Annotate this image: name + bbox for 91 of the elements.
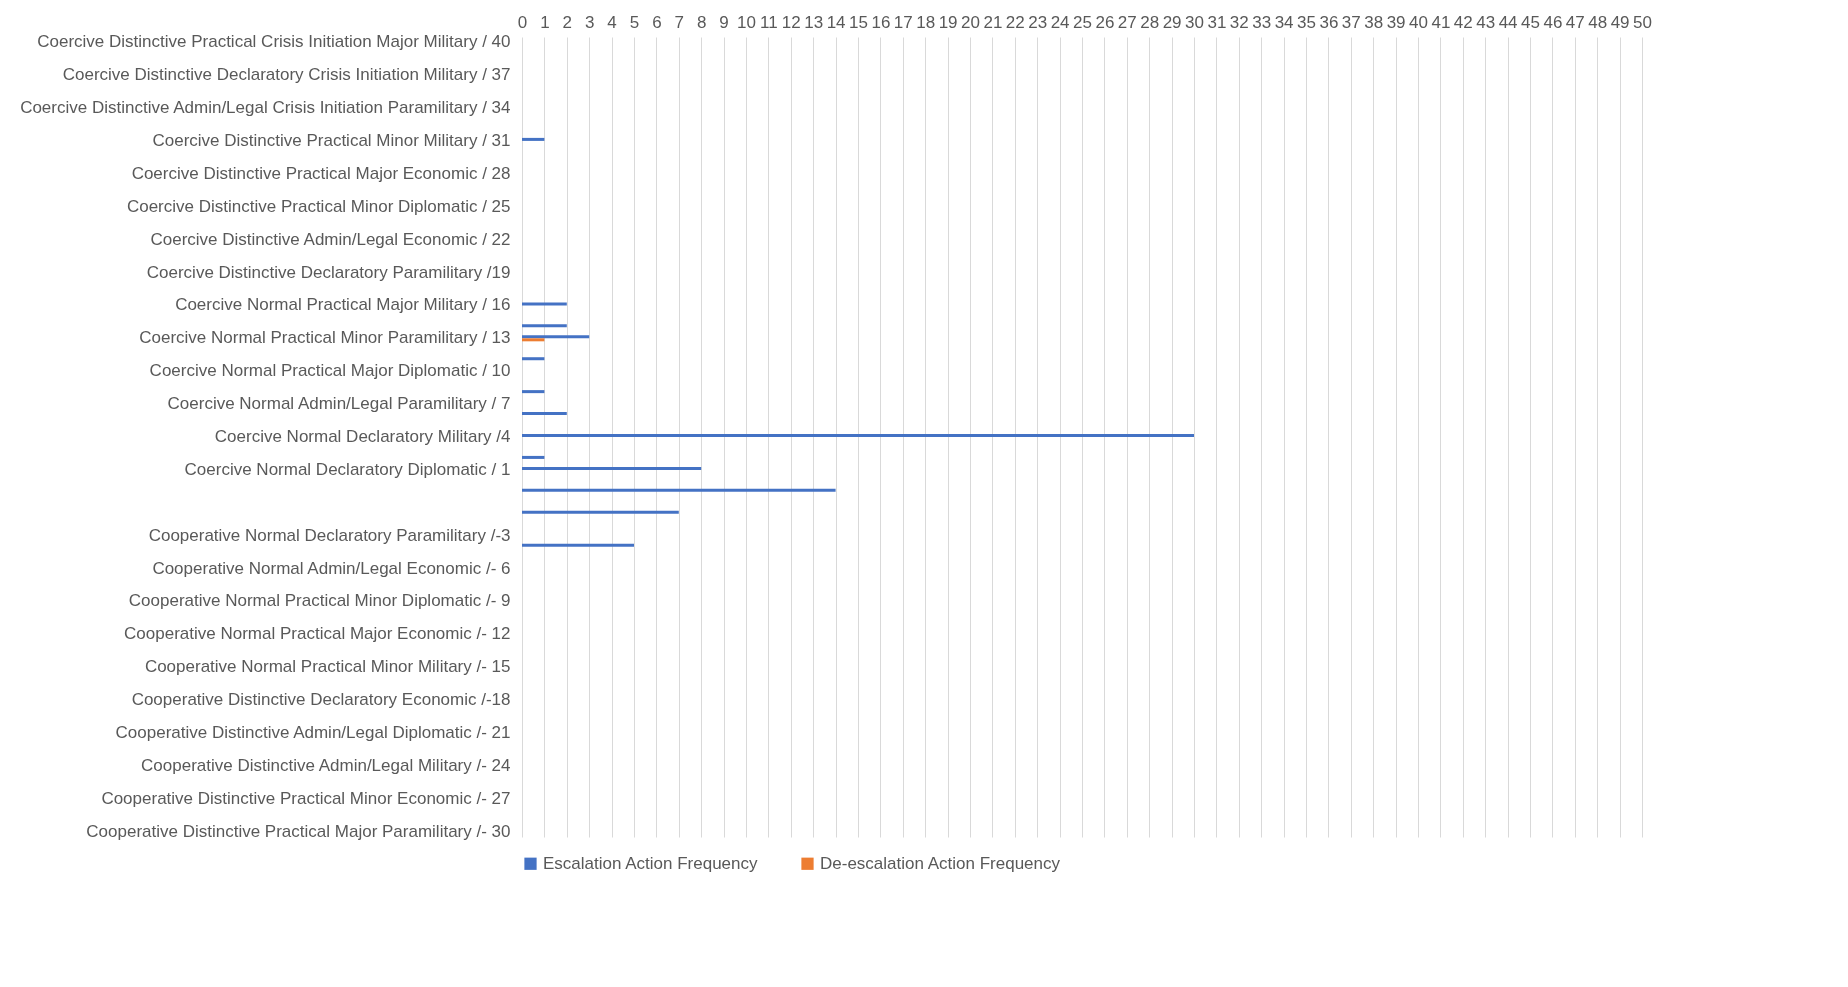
bar: [522, 455, 545, 459]
x-tick-label: 38: [1364, 12, 1384, 32]
bar: [522, 335, 590, 339]
y-tick-label: Cooperative Normal Practical Minor Military /- 15: [144, 657, 511, 677]
x-tick-label: 21: [983, 12, 1003, 32]
x-tick-label: 26: [1095, 12, 1115, 32]
x-tick-label: 2: [562, 12, 573, 32]
y-tick-label: Cooperative Distinctive Admin/Legal Diplomatic /- 21: [115, 723, 511, 743]
bar: [522, 433, 1194, 437]
x-tick-label: 5: [629, 12, 640, 32]
x-tick-label: 36: [1319, 12, 1339, 32]
x-tick-label: 46: [1543, 12, 1563, 32]
y-tick-label: Coercive Distinctive Practical Crisis Initiation Major Military / 40: [37, 32, 511, 52]
x-tick-label: 6: [652, 12, 662, 32]
y-tick-label: Coercive Distinctive Practical Minor Diplomatic / 25: [126, 196, 511, 216]
x-tick-label: 35: [1297, 12, 1316, 32]
y-tick-label: Cooperative Normal Practical Minor Diplomatic /- 9: [128, 591, 511, 611]
y-tick-label: Cooperative Normal Declaratory Paramilitary /-3: [148, 525, 511, 545]
x-tick-label: 4: [607, 12, 617, 32]
x-tick-label: 47: [1565, 12, 1585, 32]
bar: [522, 543, 634, 547]
bar: [522, 412, 567, 416]
legend-label: De-escalation Action Frequency: [820, 853, 1061, 873]
x-tick-label: 41: [1431, 12, 1451, 32]
bar: [522, 488, 836, 492]
bar: [522, 324, 567, 328]
x-tick-label: 42: [1453, 12, 1473, 32]
x-tick-label: 48: [1588, 12, 1608, 32]
y-tick-label: Coercive Distinctive Practical Minor Military / 31: [152, 130, 511, 150]
x-tick-label: 22: [1005, 12, 1025, 32]
x-tick-label: 37: [1341, 12, 1361, 32]
x-tick-label: 44: [1498, 12, 1518, 32]
y-tick-label: Coercive Distinctive Practical Major Economic / 28: [131, 163, 511, 183]
x-tick-label: 7: [674, 12, 685, 32]
x-tick-label: 29: [1162, 12, 1182, 32]
x-tick-label: 34: [1274, 12, 1294, 32]
x-tick-label: 10: [737, 12, 756, 32]
x-tick-label: 50: [1633, 12, 1652, 32]
y-tick-label: Coercive Normal Practical Major Diplomatic / 10: [149, 361, 511, 381]
x-tick-label: 33: [1252, 12, 1272, 32]
y-tick-label: Coercive Distinctive Admin/Legal Economic / 22: [150, 229, 511, 249]
x-tick-label: 45: [1521, 12, 1540, 32]
y-tick-label: Coercive Normal Declaratory Military /4: [214, 427, 511, 446]
x-tick-label: 11: [760, 12, 778, 32]
x-tick-label: 17: [893, 12, 913, 32]
y-tick-label: Coercive Distinctive Admin/Legal Crisis Initiation Paramilitary / 34: [20, 98, 511, 118]
y-tick-label: Coercive Normal Practical Minor Paramilitary / 13: [139, 328, 511, 348]
bar: [522, 137, 545, 141]
y-tick-label: Coercive Distinctive Declaratory Paramilitary /19: [146, 262, 511, 282]
y-tick-label: Coercive Normal Practical Major Military / 16: [175, 295, 511, 315]
x-tick-label: 28: [1140, 12, 1160, 32]
x-tick-label: 16: [871, 12, 891, 32]
x-tick-label: 49: [1610, 12, 1630, 32]
x-tick-label: 40: [1409, 12, 1428, 32]
y-tick-label: Cooperative Distinctive Declaratory Economic /-18: [131, 690, 511, 710]
x-tick-label: 13: [804, 12, 824, 32]
bar: [522, 302, 567, 306]
x-tick-label: 25: [1073, 12, 1092, 32]
x-tick-label: 12: [781, 12, 801, 32]
x-tick-label: 23: [1028, 12, 1048, 32]
x-tick-label: 19: [938, 12, 958, 32]
legend-label: Escalation Action Frequency: [543, 853, 759, 873]
x-tick-label: 1: [540, 12, 550, 32]
x-tick-label: 14: [826, 12, 846, 32]
y-tick-label: Coercive Normal Declaratory Diplomatic / 1: [184, 459, 511, 479]
x-tick-label: 32: [1229, 12, 1249, 32]
bar: [522, 390, 545, 394]
x-tick-label: 43: [1476, 12, 1496, 32]
x-tick-label: 18: [916, 12, 936, 32]
y-tick-label: Cooperative Normal Admin/Legal Economic /- 6: [152, 558, 511, 578]
x-tick-label: 39: [1386, 12, 1406, 32]
x-tick-label: 15: [849, 12, 868, 32]
x-tick-label: 27: [1117, 12, 1137, 32]
x-tick-label: 30: [1185, 12, 1204, 32]
x-tick-label: 3: [584, 12, 595, 32]
bar: [522, 466, 702, 470]
x-tick-label: 9: [719, 12, 729, 32]
y-tick-label: Cooperative Distinctive Practical Major Paramilitary /- 30: [86, 821, 511, 841]
bar: [522, 357, 545, 361]
x-tick-label: 31: [1207, 12, 1227, 32]
y-tick-label: Coercive Normal Admin/Legal Paramilitary / 7: [167, 394, 511, 414]
bar: [522, 338, 545, 342]
y-tick-label: Cooperative Distinctive Admin/Legal Military /- 24: [141, 755, 511, 775]
x-tick-label: 20: [961, 12, 980, 32]
y-tick-label: Cooperative Normal Practical Major Economic /- 12: [124, 624, 511, 644]
bar: [522, 510, 679, 514]
y-tick-label: Cooperative Distinctive Practical Minor Economic /- 27: [101, 788, 511, 808]
x-tick-label: 0: [517, 12, 528, 32]
y-tick-label: Coercive Distinctive Declaratory Crisis Initiation Military / 37: [62, 65, 511, 85]
x-tick-label: 8: [696, 12, 707, 32]
x-tick-label: 24: [1050, 12, 1070, 32]
